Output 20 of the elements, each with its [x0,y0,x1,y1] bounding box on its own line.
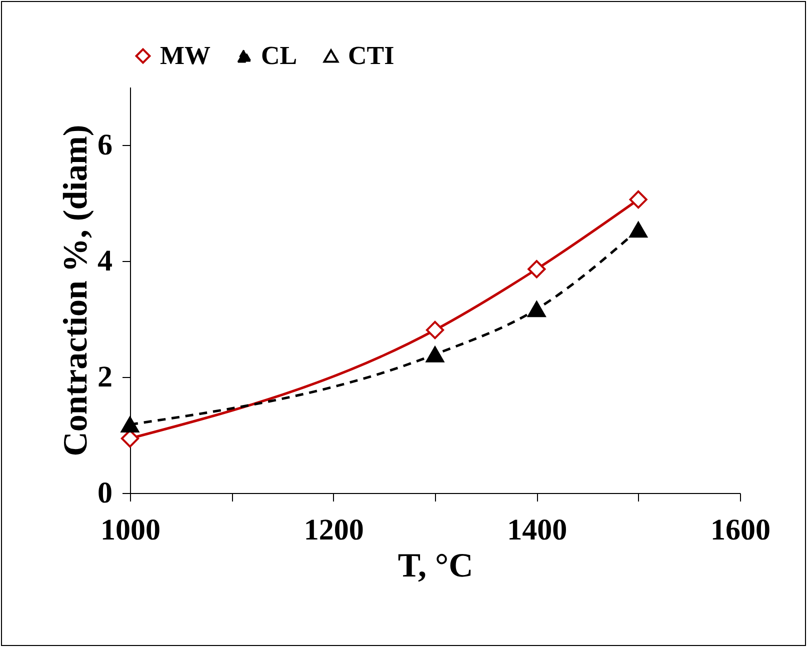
y-axis-title: Contraction %, (diam) [58,124,94,456]
x-axis-title: T, °C [398,548,474,584]
x-tick-label: 1600 [710,514,770,546]
legend-label: MW [160,41,211,70]
point [426,346,444,362]
y-tick-label: 4 [98,244,112,278]
x-tick-label: 1000 [100,514,160,546]
point [629,190,648,209]
y-tick-label: 6 [98,128,112,162]
point [528,260,546,278]
x-tick-label: 1200 [304,514,364,546]
y-tick-label: 0 [98,476,112,510]
point [528,301,546,318]
x-tick-label: 1400 [507,514,568,546]
legend-label: CL [261,41,298,70]
point [629,222,648,238]
legend-label: CTI [348,41,394,70]
point [120,416,140,433]
point [426,320,444,340]
y-tick-label: 2 [98,360,112,394]
